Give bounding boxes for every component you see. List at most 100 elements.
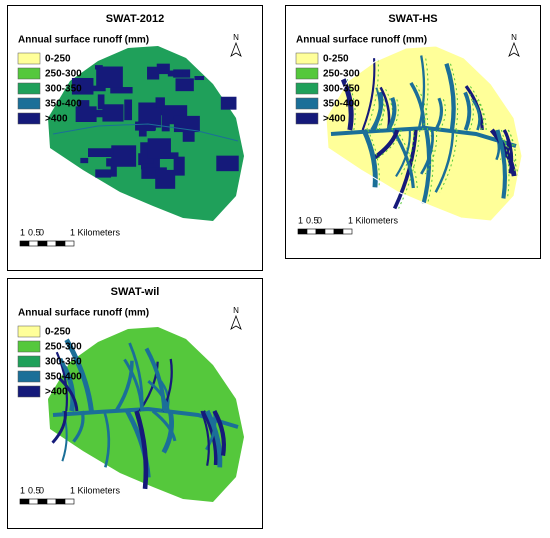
legend-swatch <box>17 370 41 383</box>
scale-segment <box>46 240 57 247</box>
scale-label: 0 <box>317 215 322 225</box>
tributary <box>386 97 397 132</box>
tributary <box>102 410 111 468</box>
tributary <box>151 409 177 442</box>
scale-segment <box>55 240 66 247</box>
map: SWAT-HS Annual surface runoff (mm) 0-250 25… <box>295 13 523 235</box>
tributary <box>417 55 426 131</box>
runoff-patch <box>155 169 176 189</box>
legend-swatch <box>17 325 41 338</box>
runoff-patch <box>155 97 165 116</box>
north-label: N <box>511 33 517 42</box>
tributary <box>205 409 223 468</box>
runoff-patch <box>78 100 90 110</box>
tributary <box>395 129 411 178</box>
tributary <box>463 91 472 131</box>
tributary <box>51 410 67 444</box>
legend-label: 0-250 <box>45 327 71 338</box>
tributary <box>58 376 79 412</box>
runoff-patch <box>147 66 160 80</box>
tributary <box>114 360 134 412</box>
legend-label: >400 <box>45 114 68 125</box>
legend-swatch <box>17 112 41 125</box>
runoff-patch <box>161 109 170 132</box>
runoff-patch <box>95 169 112 178</box>
tributary-edge <box>391 97 399 131</box>
tributary <box>489 128 517 177</box>
map: SWAT-wil Annual surface runoff (mm) 0-250 2… <box>17 286 244 505</box>
runoff-patch <box>89 85 106 92</box>
legend-title: Annual surface runoff (mm) <box>18 35 149 46</box>
runoff-patch <box>167 70 183 77</box>
tributary-edge <box>500 129 510 199</box>
tributary <box>72 410 85 443</box>
tributary-edge <box>366 58 379 131</box>
scale-segment <box>297 228 308 235</box>
main-stream <box>330 125 517 148</box>
runoff-patch <box>71 77 94 95</box>
tributary-edge <box>367 129 380 188</box>
runoff-patch <box>102 104 124 122</box>
tributary <box>421 129 432 205</box>
scale-label: 1 <box>20 227 25 237</box>
watershed-area <box>48 327 244 502</box>
tributary-edge <box>377 129 402 159</box>
scale-label: 0.5 <box>306 215 319 225</box>
scale-label: 0.5 <box>28 485 41 495</box>
scale-label: 0 <box>39 227 44 237</box>
tributary <box>212 409 226 456</box>
runoff-patch <box>80 157 89 164</box>
runoff-patch <box>220 96 237 110</box>
tributary <box>370 91 384 132</box>
tributary <box>444 63 456 131</box>
runoff-patch <box>135 121 156 131</box>
scale-segment <box>333 228 344 235</box>
legend-label: 350-400 <box>45 99 82 110</box>
scale-label: 1 Kilometers <box>70 485 121 495</box>
north-arrow <box>230 314 242 330</box>
runoff-patch <box>173 115 200 133</box>
tributary <box>372 129 400 161</box>
scale-label: 1 Kilometers <box>70 227 121 237</box>
legend-swatch <box>17 340 41 353</box>
scale-label: 1 Kilometers <box>348 215 399 225</box>
runoff-patch <box>97 94 105 110</box>
tributary <box>361 128 378 188</box>
runoff-patch <box>88 148 114 158</box>
tributary <box>361 58 376 131</box>
panel: SWAT-wil Annual surface runoff (mm) 0-250 2… <box>7 278 263 529</box>
runoff-patch <box>110 87 133 94</box>
tributary <box>471 99 481 131</box>
legend-swatch <box>295 82 319 95</box>
scale-label: 1 <box>298 215 303 225</box>
tributary-edge <box>414 82 429 131</box>
tributary <box>128 342 144 412</box>
panel-title: SWAT-2012 <box>106 13 165 25</box>
scale-label: 1 <box>20 485 25 495</box>
scale-segment <box>306 228 317 235</box>
watershed <box>48 327 244 502</box>
scale-segment <box>55 498 66 505</box>
tributary-edge <box>384 87 394 131</box>
runoff-patch <box>124 99 133 121</box>
legend-swatch <box>17 67 41 80</box>
legend-swatch <box>17 97 41 110</box>
north-arrow <box>230 41 242 57</box>
runoff-patch <box>87 109 115 118</box>
runoff-patch <box>194 76 205 81</box>
runoff-patch <box>175 78 194 92</box>
legend-label: 0-250 <box>323 54 349 65</box>
tributary-edge <box>378 87 385 131</box>
legend-swatch <box>295 52 319 65</box>
legend-swatch <box>295 112 319 125</box>
scale-segment <box>342 228 353 235</box>
scale-segment <box>28 498 39 505</box>
legend-title: Annual surface runoff (mm) <box>296 35 427 46</box>
tributary-edge <box>508 129 517 174</box>
tributary <box>58 357 75 412</box>
tributary <box>134 410 149 490</box>
tributary <box>144 347 167 412</box>
tributary <box>420 129 434 175</box>
tributary <box>503 129 514 174</box>
legend-label: 350-400 <box>45 372 82 383</box>
